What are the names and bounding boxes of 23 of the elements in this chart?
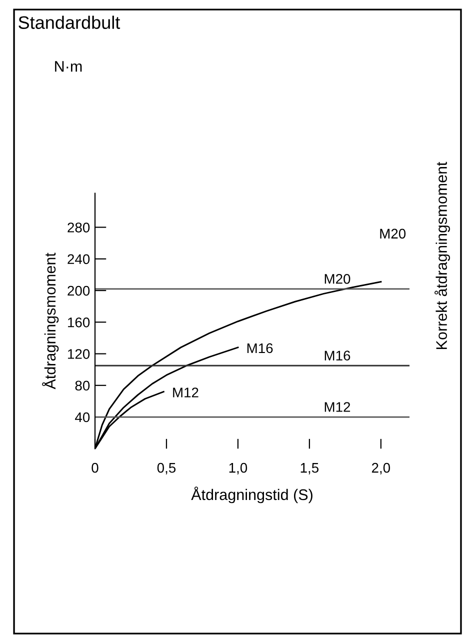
x-tick-label: 2,0 xyxy=(372,462,390,474)
y-tick-label: 280 xyxy=(68,222,90,232)
y-tick-label: 200 xyxy=(68,286,90,296)
y-tick-label: 120 xyxy=(68,349,90,359)
y-tick-label: 40 xyxy=(75,412,90,422)
x-axis-title: Åtdragningstid (S) xyxy=(191,486,312,504)
annotation: M20 xyxy=(380,228,406,239)
x-tick-label: 0,5 xyxy=(157,462,176,474)
y-axis-title: Åtdragningsmoment xyxy=(42,252,59,390)
y-tick-label: 240 xyxy=(68,254,90,264)
ref-line-label: M16 xyxy=(324,350,350,361)
chart-title: Standardbult xyxy=(18,16,120,29)
x-tick-label: 1,5 xyxy=(300,463,319,474)
series-label: M12 xyxy=(173,388,198,398)
series-label: M16 xyxy=(247,343,273,354)
x-tick-label: 1,0 xyxy=(229,462,248,474)
ref-line-label: M12 xyxy=(324,402,350,412)
y2-axis-title: Korrekt åtdragningsmoment xyxy=(434,162,450,349)
chart-subtitle: N·m xyxy=(55,61,82,72)
x-tick-label: 0 xyxy=(92,462,98,473)
y-tick-label: 160 xyxy=(68,317,90,328)
ref-line-label: M20 xyxy=(324,274,350,284)
y-tick-label: 80 xyxy=(75,380,90,391)
